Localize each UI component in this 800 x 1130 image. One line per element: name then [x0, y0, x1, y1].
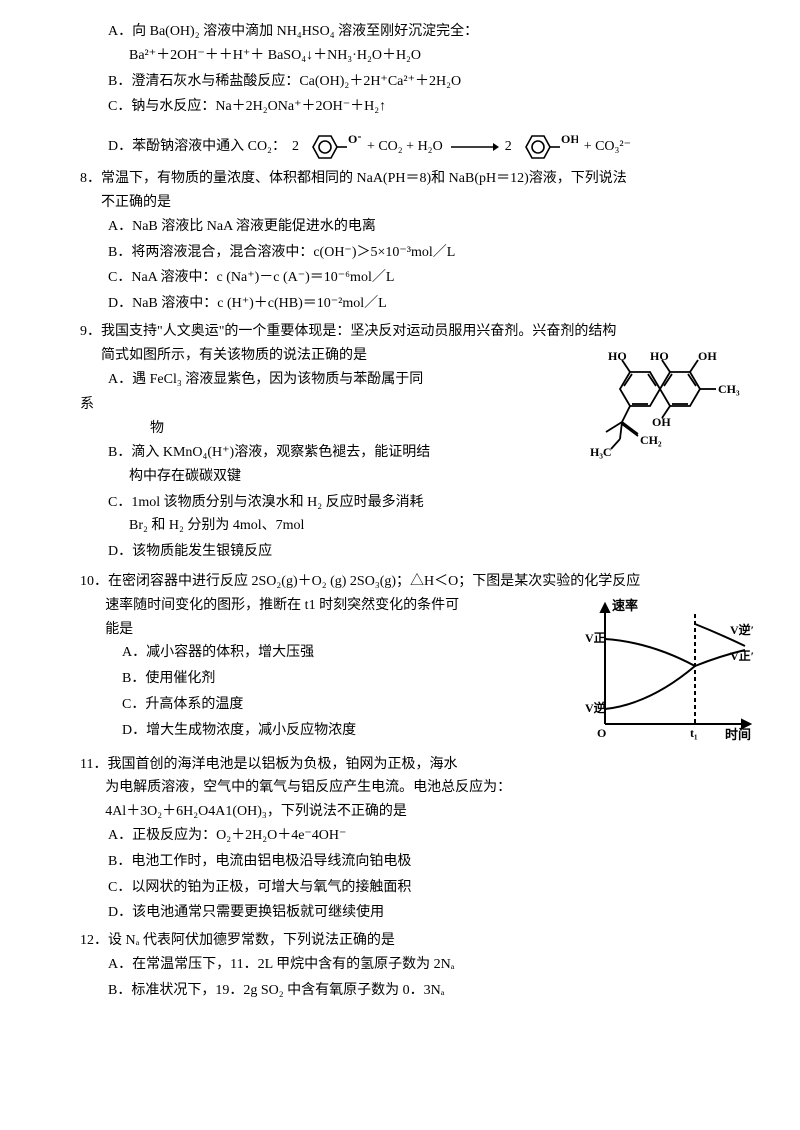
- q10-graph: 速率 V正 V逆 V逆′ V正′ O t₁ 时间: [580, 594, 760, 744]
- q11-D: D．该电池通常只需要更换铝板就可继续使用: [108, 901, 760, 925]
- svg-text:V正′: V正′: [730, 649, 754, 663]
- q9-A-line1: A．遇 FeCl₃ 溶液显紫色，因为该物质与苯酚属于同: [108, 372, 423, 387]
- benzene-OH-icon: OH: [518, 129, 578, 165]
- svg-text:V逆′: V逆′: [730, 622, 754, 637]
- q7-D-post: + CO₃²⁻: [584, 135, 631, 159]
- q11-C: C．以网状的铂为正极，可增大与氧气的接触面积: [108, 876, 760, 900]
- q7-A: A．向 Ba(OH)₂ 溶液中滴加 NH₄HSO₄ 溶液至刚好沉淀完全： Ba²…: [108, 20, 760, 68]
- q8-stem2: 不正确的是: [80, 191, 760, 215]
- q7-D: D．苯酚钠溶液中通入 CO₂： 2 O⁻ + CO₂ + H₂O 2 OH: [108, 129, 760, 165]
- q9-D: D．该物质能发生银镜反应: [108, 540, 760, 564]
- benzene-O-minus-icon: O⁻: [305, 129, 361, 165]
- q12-options: A．在常温常压下，11．2L 甲烷中含有的氢原子数为 2Nₐ B．标准状况下，1…: [80, 953, 760, 1003]
- q11-options: A．正极反应为：O₂＋2H₂O＋4e⁻4OH⁻ B．电池工作时，电流由铝电极沿导…: [80, 824, 760, 925]
- svg-text:OH: OH: [698, 349, 717, 363]
- svg-text:V正: V正: [585, 631, 606, 645]
- q7-B: B．澄清石灰水与稀盐酸反应：Ca(OH)₂＋2H⁺Ca²⁺＋2H₂O: [108, 70, 760, 94]
- q8-B: B．将两溶液混合，混合溶液中：c(OH⁻)＞5×10⁻³mol／L: [108, 241, 760, 265]
- stimulant-molecule-icon: HO HO OH OH CH₃ H₃C CH₂: [590, 344, 760, 474]
- q11: 11．我国首创的海洋电池是以铝板为负极，铂网为正极，海水 为电解质溶液，空气中的…: [80, 753, 760, 926]
- svg-text:时间: 时间: [725, 727, 751, 742]
- q7-A-line1: A．向 Ba(OH)₂ 溶液中滴加 NH₄HSO₄ 溶液至刚好沉淀完全：: [108, 20, 760, 44]
- q12-A: A．在常温常压下，11．2L 甲烷中含有的氢原子数为 2Nₐ: [108, 953, 760, 977]
- q7-C: C．钠与水反应：Na＋2H₂ONa⁺＋2OH⁻＋H₂↑: [108, 95, 760, 119]
- q12-B: B．标准状况下，19．2g SO₂ 中含有氧原子数为 0．3Nₐ: [108, 979, 760, 1003]
- q8-options: A．NaB 溶液比 NaA 溶液更能促进水的电离 B．将两溶液混合，混合溶液中：…: [80, 215, 760, 316]
- q9-molecule: HO HO OH OH CH₃ H₃C CH₂: [590, 344, 760, 474]
- q11-stem1: 11．我国首创的海洋电池是以铝板为负极，铂网为正极，海水: [80, 753, 760, 777]
- arrow-icon: [449, 141, 499, 153]
- q10: 10．在密闭容器中进行反应 2SO₂(g)＋O₂ (g) 2SO₃(g)；△H＜…: [80, 570, 760, 745]
- q11-B: B．电池工作时，电流由铝电极沿导线流向铂电极: [108, 850, 760, 874]
- rate-time-graph-icon: 速率 V正 V逆 V逆′ V正′ O t₁ 时间: [580, 594, 760, 744]
- svg-text:CH₂: CH₂: [640, 433, 662, 447]
- q7-D-mid1: + CO₂ + H₂O: [367, 135, 443, 159]
- q8-stem1: 8．常温下，有物质的量浓度、体积都相同的 NaA(PH＝8)和 NaB(pH＝1…: [80, 167, 760, 191]
- q7-options: A．向 Ba(OH)₂ 溶液中滴加 NH₄HSO₄ 溶液至刚好沉淀完全： Ba²…: [80, 20, 760, 165]
- q9-stem1: 9．我国支持"人文奥运"的一个重要体现是：坚决反对运动员服用兴奋剂。兴奋剂的结构: [80, 320, 760, 344]
- q9-C-line2: Br₂ 和 H₂ 分别为 4mol、7mol: [108, 514, 760, 538]
- q11-stem3: 4Al＋3O₂＋6H₂O4A1(OH)₃，下列说法不正确的是: [80, 800, 760, 824]
- q8-C: C．NaA 溶液中：c (Na⁺)－c (A⁻)＝10⁻⁶mol／L: [108, 266, 760, 290]
- q12: 12．设 Nₐ 代表阿伏加德罗常数，下列说法正确的是 A．在常温常压下，11．2…: [80, 929, 760, 1002]
- q8: 8．常温下，有物质的量浓度、体积都相同的 NaA(PH＝8)和 NaB(pH＝1…: [80, 167, 760, 316]
- q7-D-prefix: D．苯酚钠溶液中通入 CO₂：: [108, 135, 286, 159]
- svg-text:HO: HO: [650, 349, 669, 363]
- q10-stem1: 10．在密闭容器中进行反应 2SO₂(g)＋O₂ (g) 2SO₃(g)；△H＜…: [80, 570, 760, 594]
- q9-C: C．1mol 该物质分别与浓溴水和 H₂ 反应时最多消耗 Br₂ 和 H₂ 分别…: [108, 491, 760, 539]
- svg-text:t₁: t₁: [690, 726, 698, 740]
- svg-text:速率: 速率: [612, 598, 638, 613]
- svg-text:O⁻: O⁻: [348, 132, 361, 146]
- q7-D-coeff1: 2: [292, 135, 299, 159]
- svg-text:O: O: [597, 726, 606, 740]
- svg-text:HO: HO: [608, 349, 627, 363]
- q7-A-line2: Ba²⁺＋2OH⁻＋＋H⁺＋ BaSO₄↓＋NH₃·H₂O＋H₂O: [108, 44, 760, 68]
- svg-text:OH: OH: [652, 415, 671, 429]
- q11-stem2: 为电解质溶液，空气中的氧气与铝反应产生电流。电池总反应为：: [80, 776, 760, 800]
- q9-C-line1: C．1mol 该物质分别与浓溴水和 H₂ 反应时最多消耗: [108, 491, 760, 515]
- svg-text:OH: OH: [561, 132, 578, 146]
- q9: 9．我国支持"人文奥运"的一个重要体现是：坚决反对运动员服用兴奋剂。兴奋剂的结构: [80, 320, 760, 566]
- svg-text:CH₃: CH₃: [718, 382, 740, 396]
- svg-text:H₃C: H₃C: [590, 445, 612, 459]
- q7-D-coeff2: 2: [505, 135, 512, 159]
- svg-text:V逆: V逆: [585, 700, 606, 715]
- q8-A: A．NaB 溶液比 NaA 溶液更能促进水的电离: [108, 215, 760, 239]
- q8-D: D．NaB 溶液中：c (H⁺)＋c(HB)＝10⁻²mol／L: [108, 292, 760, 316]
- q11-A: A．正极反应为：O₂＋2H₂O＋4e⁻4OH⁻: [108, 824, 760, 848]
- q12-stem: 12．设 Nₐ 代表阿伏加德罗常数，下列说法正确的是: [80, 929, 760, 953]
